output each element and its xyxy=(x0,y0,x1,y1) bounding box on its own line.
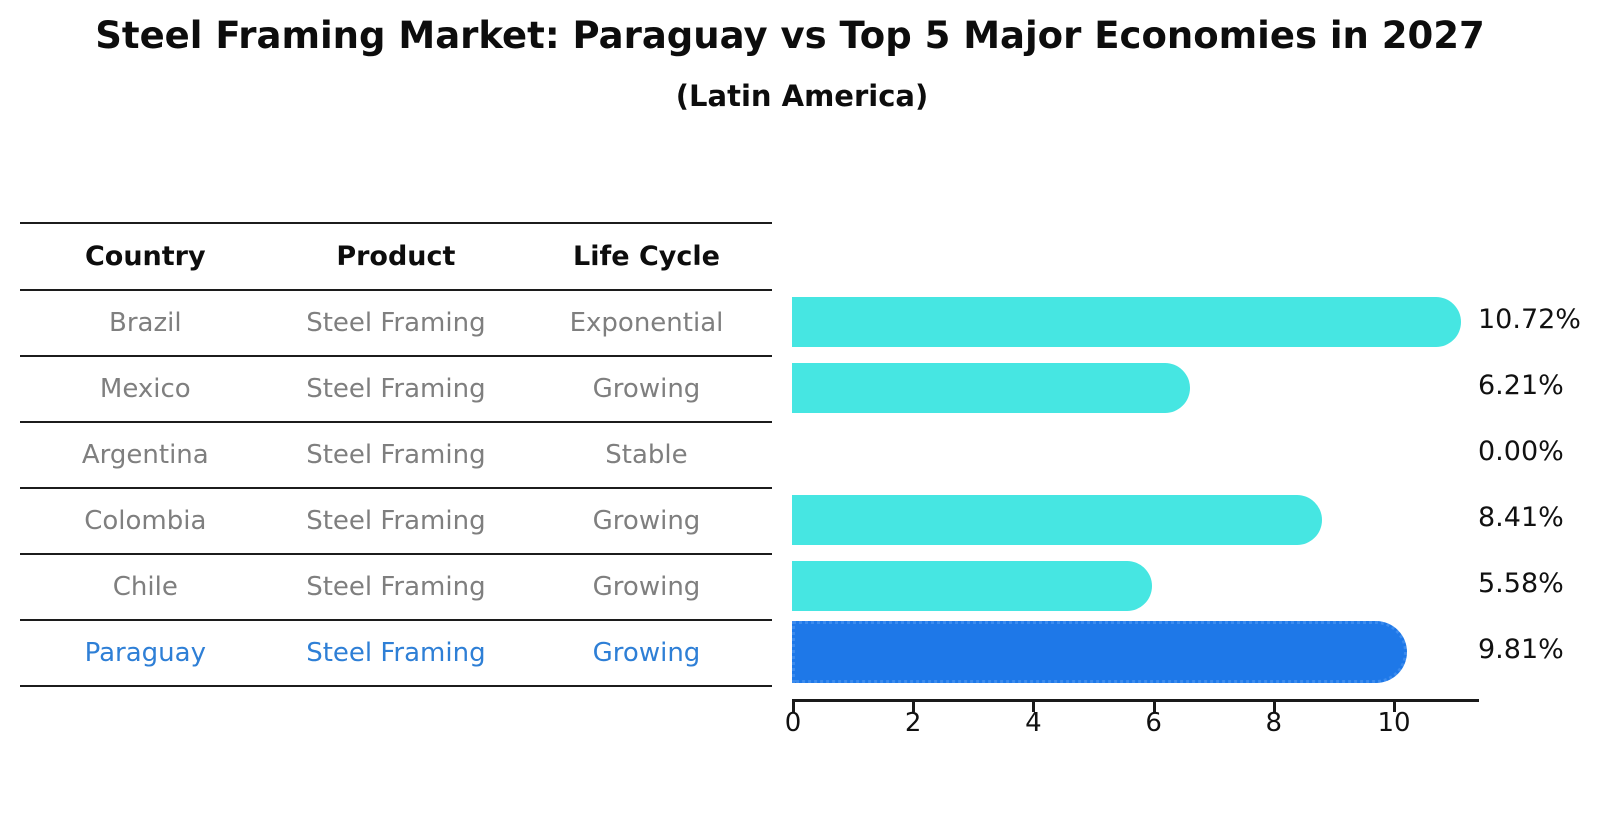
x-tick-label: 2 xyxy=(904,708,922,738)
cell-country: Chile xyxy=(112,572,178,602)
x-tick-mark xyxy=(1272,702,1276,712)
x-tick-label: 6 xyxy=(1145,708,1162,738)
cell-lifecycle: Growing xyxy=(592,572,701,602)
x-tick-label: 0 xyxy=(784,708,802,738)
cell-country: Brazil xyxy=(109,308,182,338)
table-row-colombia: Colombia Steel Framing Growing xyxy=(20,489,772,553)
table-row-rule xyxy=(20,355,772,357)
value-label-argentina: 0.00% xyxy=(1478,436,1564,467)
table-row-argentina: Argentina Steel Framing Stable xyxy=(20,423,772,487)
table-top-rule xyxy=(20,222,772,224)
cell-lifecycle: Growing xyxy=(592,506,701,536)
table-bottom-rule xyxy=(20,685,772,687)
column-header-lifecycle: Life Cycle xyxy=(573,241,720,272)
value-label-colombia: 8.41% xyxy=(1478,502,1564,533)
column-header-country: Country xyxy=(84,241,206,272)
table-row-rule xyxy=(20,487,772,489)
cell-country: Mexico xyxy=(99,374,191,404)
x-tick-mark xyxy=(912,702,916,712)
table-header-row: Country Product Life Cycle xyxy=(20,224,772,289)
cell-lifecycle: Growing xyxy=(592,638,701,668)
x-tick-label: 10 xyxy=(1377,708,1411,738)
table-row-rule xyxy=(20,289,772,291)
table-row-brazil: Brazil Steel Framing Exponential xyxy=(20,291,772,355)
x-tick-label: 8 xyxy=(1265,708,1283,738)
bar-chile xyxy=(792,561,1153,611)
cell-lifecycle: Stable xyxy=(605,440,688,470)
x-tick-mark xyxy=(1032,702,1036,712)
value-label-paraguay: 9.81% xyxy=(1478,634,1564,665)
cell-country: Paraguay xyxy=(84,638,206,668)
cell-lifecycle: Growing xyxy=(592,374,701,404)
bar-mexico xyxy=(792,363,1191,413)
x-tick-mark xyxy=(792,702,795,712)
chart-subtitle: (Latin America) xyxy=(675,79,929,113)
value-label-chile: 5.58% xyxy=(1478,568,1564,599)
value-label-brazil: 10.72% xyxy=(1478,304,1581,335)
table-row-rule xyxy=(20,553,772,555)
cell-product: Steel Framing xyxy=(306,374,486,404)
cell-lifecycle: Exponential xyxy=(569,308,724,338)
bar-paraguay xyxy=(792,621,1407,683)
cell-product: Steel Framing xyxy=(306,572,486,602)
chart-title: Steel Framing Market: Paraguay vs Top 5 … xyxy=(95,14,1485,57)
value-label-mexico: 6.21% xyxy=(1478,370,1564,401)
cell-product: Steel Framing xyxy=(306,638,486,668)
bar-colombia xyxy=(792,495,1323,545)
x-tick-mark xyxy=(1152,702,1156,712)
cell-product: Steel Framing xyxy=(306,308,486,338)
table-row-paraguay: Paraguay Steel Framing Growing xyxy=(20,621,772,685)
table-row-rule xyxy=(20,619,772,621)
table-row-rule xyxy=(20,421,772,423)
cell-country: Colombia xyxy=(84,506,207,536)
cell-country: Argentina xyxy=(81,440,209,470)
table-row-mexico: Mexico Steel Framing Growing xyxy=(20,357,772,421)
column-header-product: Product xyxy=(336,241,456,272)
x-axis-line xyxy=(792,699,1479,702)
cell-product: Steel Framing xyxy=(306,440,486,470)
x-tick-label: 4 xyxy=(1025,708,1042,738)
bar-brazil xyxy=(792,297,1462,347)
x-tick-mark xyxy=(1393,702,1396,712)
table-row-chile: Chile Steel Framing Growing xyxy=(20,555,772,619)
cell-product: Steel Framing xyxy=(306,506,486,536)
